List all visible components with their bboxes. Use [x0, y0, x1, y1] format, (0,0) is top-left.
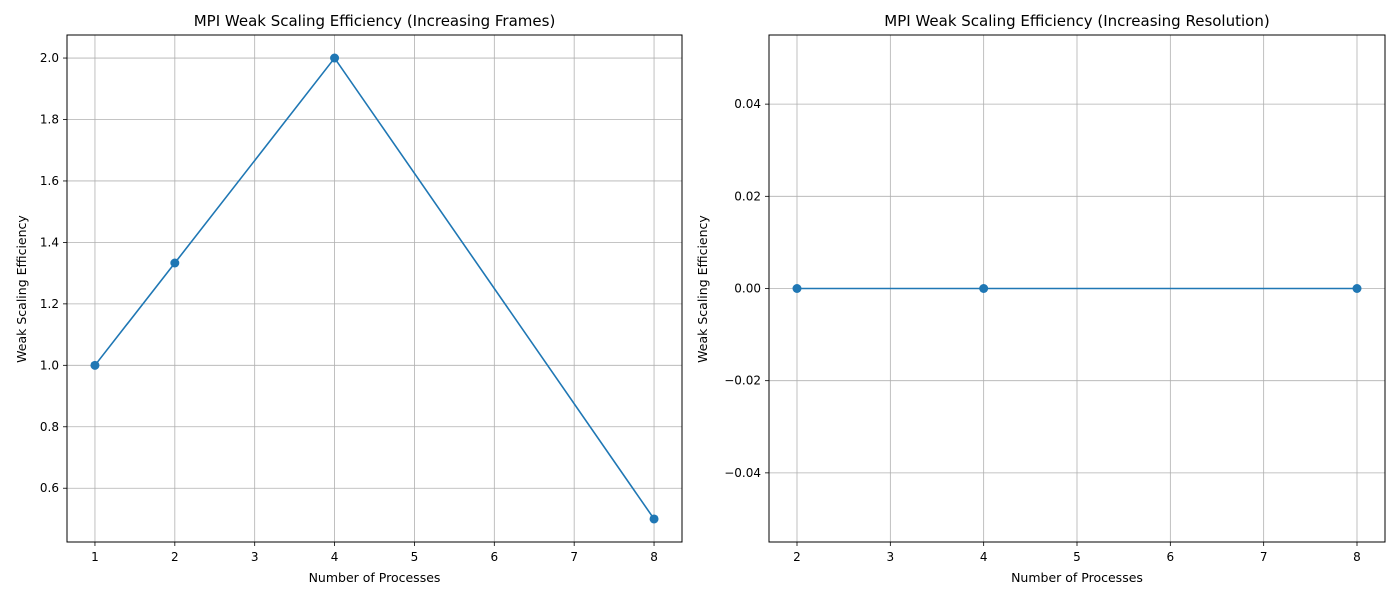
y-axis-label-resolution: Weak Scaling Efficiency: [695, 215, 710, 363]
x-axis-label-resolution: Number of Processes: [1011, 570, 1143, 585]
data-point-resolution: [979, 284, 989, 293]
y-tick-label: 0.8: [40, 420, 59, 434]
y-tick-label: 1.2: [40, 297, 59, 311]
x-tick-label: 5: [411, 550, 419, 564]
grid-frames: [67, 35, 682, 542]
series-line-frames: [94, 56, 655, 520]
x-tick-label: 8: [650, 550, 658, 564]
x-tick-label: 1: [91, 550, 99, 564]
y-tick-label: −0.04: [724, 466, 761, 480]
y-tick-label: 0.6: [40, 481, 59, 495]
y-tick-label: 0.00: [734, 282, 761, 296]
axes-frame-frames: [66, 34, 683, 543]
x-tick-label: 8: [1353, 550, 1361, 564]
chart-title-resolution: MPI Weak Scaling Efficiency (Increasing …: [884, 12, 1269, 30]
y-tick-label: 1.4: [40, 235, 59, 249]
x-tick-label: 2: [171, 550, 179, 564]
x-tick-label: 3: [887, 550, 895, 564]
x-tick-label: 6: [1167, 550, 1175, 564]
y-tick-label: 1.8: [40, 113, 59, 127]
data-point-frames: [649, 514, 659, 524]
y-tick-label: 0.02: [734, 189, 761, 203]
data-point-frames: [90, 360, 100, 370]
data-point-frames: [330, 53, 340, 63]
data-point-resolution: [792, 284, 802, 293]
x-tick-label: 4: [980, 550, 988, 564]
chart-increasing-resolution: MPI Weak Scaling Efficiency (Increasing …: [695, 12, 1386, 585]
chart-title-frames: MPI Weak Scaling Efficiency (Increasing …: [194, 12, 556, 30]
x-tick-label: 6: [490, 550, 498, 564]
y-axis-label-frames: Weak Scaling Efficiency: [14, 215, 29, 363]
data-point-resolution: [1352, 284, 1362, 293]
x-tick-label: 2: [793, 550, 801, 564]
y-tick-label: −0.02: [724, 374, 761, 388]
x-tick-label: 3: [251, 550, 259, 564]
chart-increasing-frames: MPI Weak Scaling Efficiency (Increasing …: [14, 12, 683, 585]
x-tick-label: 4: [331, 550, 339, 564]
x-tick-label: 5: [1073, 550, 1081, 564]
y-tick-label: 1.0: [40, 358, 59, 372]
x-axis-label-frames: Number of Processes: [309, 570, 441, 585]
y-tick-label: 0.04: [734, 97, 761, 111]
y-tick-label: 2.0: [40, 51, 59, 65]
y-tick-label: 1.6: [40, 174, 59, 188]
x-tick-label: 7: [570, 550, 578, 564]
x-tick-label: 7: [1260, 550, 1268, 564]
data-point-frames: [170, 258, 180, 268]
